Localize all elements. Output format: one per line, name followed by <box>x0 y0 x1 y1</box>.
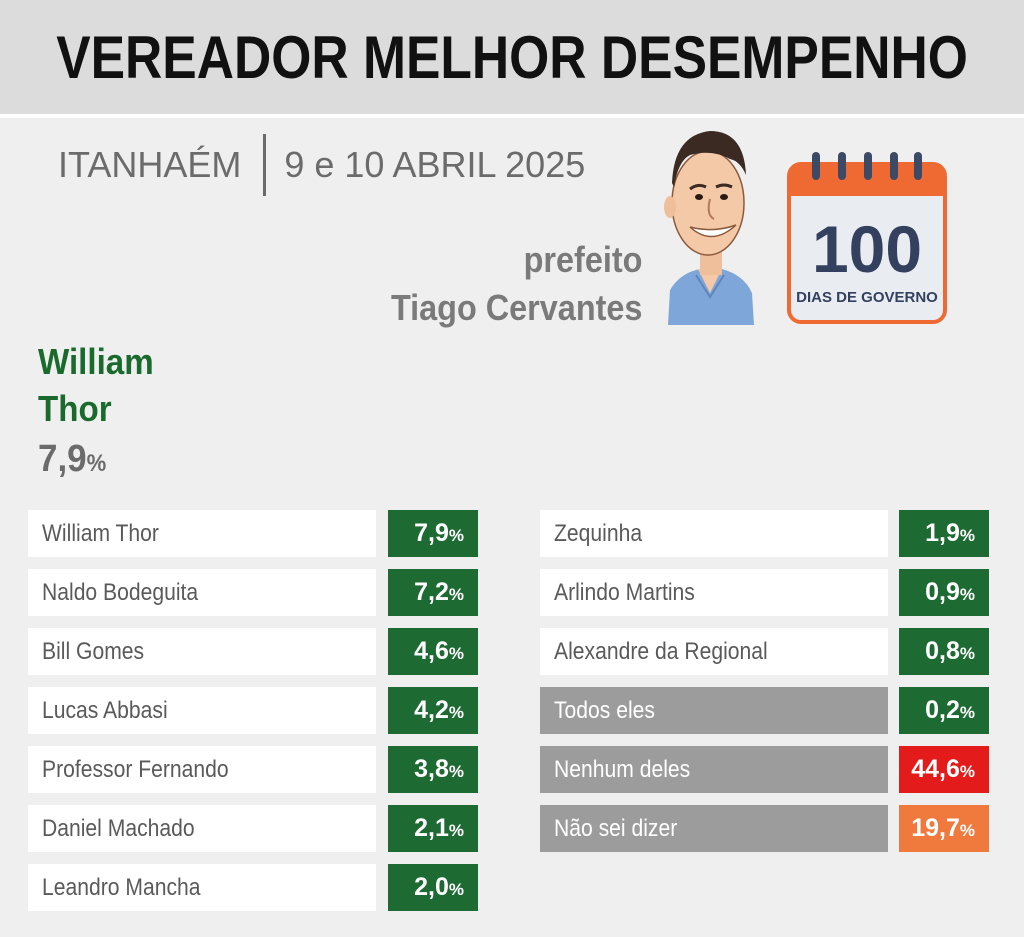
candidate-name: Naldo Bodeguita <box>28 569 376 616</box>
winner-highlight: William Thor 7,9% <box>38 338 164 481</box>
candidate-name: Arlindo Martins <box>540 569 888 616</box>
candidate-percentage: 2,1% <box>388 805 478 852</box>
candidate-percentage: 4,6% <box>388 628 478 675</box>
option-percentage: 44,6% <box>899 746 989 793</box>
candidate-percentage: 4,2% <box>388 687 478 734</box>
city-label: ITANHAÉM <box>58 144 242 185</box>
candidate-percentage: 0,9% <box>899 569 989 616</box>
mayor-name: Tiago Cervantes <box>390 287 642 328</box>
option-name: Todos eles <box>540 687 888 734</box>
candidate-name: Zequinha <box>540 510 888 557</box>
candidate-name: Leandro Mancha <box>28 864 376 911</box>
candidate-name: William Thor <box>28 510 376 557</box>
page-title: VEREADOR MELHOR DESEMPENHO <box>56 23 968 91</box>
title-banner: VEREADOR MELHOR DESEMPENHO <box>0 0 1024 114</box>
calendar-100-days-icon: 100 DIAS DE GOVERNO <box>787 152 947 324</box>
candidate-percentage: 0,8% <box>899 628 989 675</box>
separator <box>263 134 267 196</box>
header-divider <box>0 114 1024 118</box>
option-name: Nenhum deles <box>540 746 888 793</box>
candidate-name: Daniel Machado <box>28 805 376 852</box>
candidate-percentage: 2,0% <box>388 864 478 911</box>
mayor-caricature-illustration <box>664 131 754 325</box>
badge-text: DIAS DE GOVERNO <box>796 289 938 306</box>
winner-last-name: Thor <box>38 388 112 429</box>
candidate-name: Bill Gomes <box>28 628 376 675</box>
winner-percentage: 7,9% <box>38 438 107 480</box>
candidate-name: Lucas Abbasi <box>28 687 376 734</box>
survey-info: ITANHAÉM 9 e 10 ABRIL 2025 <box>58 134 586 196</box>
badge-number: 100 <box>812 212 922 286</box>
mayor-role: prefeito <box>523 239 642 280</box>
candidate-percentage: 7,2% <box>388 569 478 616</box>
candidate-percentage: 1,9% <box>899 510 989 557</box>
option-percentage: 19,7% <box>899 805 989 852</box>
candidate-percentage: 7,9% <box>388 510 478 557</box>
winner-first-name: William <box>38 341 154 382</box>
candidate-name: Alexandre da Regional <box>540 628 888 675</box>
option-percentage: 0,2% <box>899 687 989 734</box>
mayor-caption: prefeito Tiago Cervantes <box>390 236 642 332</box>
candidate-name: Professor Fernando <box>28 746 376 793</box>
option-name: Não sei dizer <box>540 805 888 852</box>
date-label: 9 e 10 ABRIL 2025 <box>284 144 586 185</box>
candidate-percentage: 3,8% <box>388 746 478 793</box>
